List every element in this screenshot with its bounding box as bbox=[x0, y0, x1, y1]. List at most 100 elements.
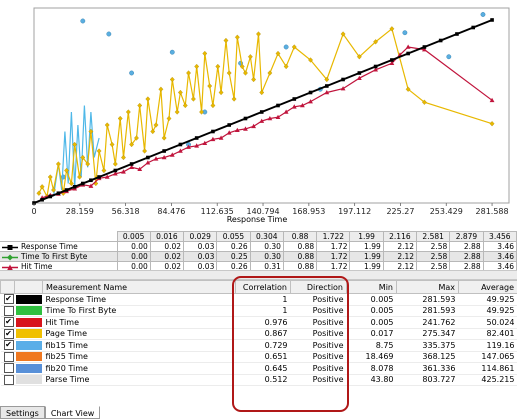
direction-value: Positive bbox=[290, 305, 347, 317]
measurement-checkbox[interactable] bbox=[3, 351, 14, 362]
data-point bbox=[324, 76, 330, 83]
measurement-row[interactable]: ✔ Response Time 1 Positive 0.005 281.593 49.92… bbox=[0, 293, 517, 306]
grid-cell: 1.99 bbox=[349, 251, 384, 262]
correlation-value: 0.512 bbox=[235, 374, 291, 386]
measurement-row[interactable]: fib20 Time 0.645 Positive 8.078 361.336 114.8… bbox=[0, 362, 517, 375]
grid-row[interactable]: Time To First Byte 0.00 0.02 0.03 0.25 0.30 0.… bbox=[0, 251, 517, 262]
grid-cell: 0.88 bbox=[282, 251, 318, 262]
data-point bbox=[129, 162, 134, 166]
data-point bbox=[104, 174, 110, 179]
series-color-swatch[interactable] bbox=[15, 294, 42, 304]
series-color-swatch[interactable] bbox=[15, 306, 42, 316]
min-header[interactable]: Min bbox=[346, 280, 397, 294]
direction-value: Positive bbox=[290, 374, 347, 386]
grid-column-header: 0.88 bbox=[282, 231, 318, 242]
data-point bbox=[137, 102, 143, 109]
measurement-row[interactable]: ✔ Page Time 0.867 Positive 0.017 275.347 82.40… bbox=[0, 328, 517, 340]
data-point bbox=[146, 155, 150, 160]
series-color-swatch[interactable] bbox=[15, 375, 42, 385]
data-point bbox=[162, 149, 166, 153]
data-point bbox=[150, 128, 156, 135]
grid-row[interactable]: Hit Time 0.00 0.02 0.03 0.26 0.31 0.88 1.72 1.99… bbox=[0, 261, 517, 272]
correlation-header[interactable]: Correlation bbox=[235, 280, 291, 294]
max-value: 281.593 bbox=[396, 305, 459, 317]
correlation-value: 0.729 bbox=[235, 339, 291, 352]
max-value: 361.336 bbox=[396, 362, 459, 375]
min-value: 0.017 bbox=[346, 328, 397, 340]
tab-settings[interactable]: Settings bbox=[0, 406, 45, 419]
data-point bbox=[308, 99, 313, 104]
grid-row[interactable]: Response Time 0.00 0.02 0.03 0.26 0.30 0.88 1.7… bbox=[0, 241, 517, 252]
data-point bbox=[51, 187, 56, 193]
data-point bbox=[158, 86, 164, 92]
series-color-swatch[interactable] bbox=[15, 317, 42, 327]
data-point bbox=[199, 109, 204, 115]
data-point bbox=[101, 167, 107, 174]
data-point bbox=[267, 70, 273, 76]
data-point bbox=[191, 96, 196, 102]
data-point bbox=[300, 103, 305, 108]
average-header[interactable]: Average bbox=[458, 280, 517, 294]
data-point bbox=[234, 34, 240, 40]
max-header[interactable]: Max bbox=[396, 280, 459, 294]
measurement-checkbox[interactable]: ✔ bbox=[3, 294, 14, 305]
series-color-swatch[interactable] bbox=[15, 363, 42, 373]
panel-splitter[interactable] bbox=[0, 270, 517, 280]
data-point bbox=[88, 183, 94, 188]
data-point bbox=[178, 142, 183, 147]
grid-cell: 0.00 bbox=[116, 241, 151, 252]
data-point bbox=[251, 76, 257, 83]
data-point bbox=[210, 102, 216, 109]
measurement-row[interactable]: fib25 Time 0.651 Positive 18.469 368.125 147.… bbox=[0, 351, 517, 363]
series-color-swatch[interactable] bbox=[15, 340, 42, 350]
measurement-row[interactable]: Time To First Byte 1 Positive 0.005 281.593 4… bbox=[0, 305, 517, 317]
measurement-checkbox-cell bbox=[0, 362, 15, 375]
data-point bbox=[373, 64, 378, 69]
measurement-name: Hit Time bbox=[42, 316, 236, 329]
check-column-header[interactable] bbox=[0, 280, 15, 294]
series-color-swatch[interactable] bbox=[15, 352, 42, 362]
data-point bbox=[202, 140, 208, 145]
data-point bbox=[72, 184, 77, 189]
data-point bbox=[64, 188, 69, 192]
data-point bbox=[405, 86, 411, 92]
data-point bbox=[186, 144, 191, 149]
data-point bbox=[405, 44, 411, 49]
series-color-swatch[interactable] bbox=[15, 329, 42, 339]
tab-chart-view[interactable]: Chart View bbox=[44, 406, 101, 419]
measurement-row[interactable]: ✔ fib15 Time 0.729 Positive 8.75 335.375 119.1… bbox=[0, 339, 517, 352]
min-value: 18.469 bbox=[346, 351, 397, 363]
direction-value: Positive bbox=[290, 316, 347, 329]
measurement-row[interactable]: Parse Time 0.512 Positive 43.80 803.727 425.2… bbox=[0, 374, 517, 386]
data-point bbox=[256, 31, 261, 37]
data-point bbox=[169, 76, 175, 83]
color-column-header[interactable] bbox=[14, 280, 43, 294]
direction-value: Positive bbox=[290, 362, 347, 375]
measurement-name: fib20 Time bbox=[42, 362, 236, 375]
direction-header[interactable]: Direction bbox=[290, 280, 347, 294]
data-point bbox=[292, 97, 297, 101]
measurement-checkbox-cell bbox=[0, 305, 15, 317]
measurement-name-header[interactable]: Measurement Name bbox=[42, 280, 236, 294]
outlier-point bbox=[283, 44, 289, 50]
data-point bbox=[129, 164, 135, 170]
data-point bbox=[438, 38, 443, 43]
measurement-checkbox[interactable] bbox=[3, 374, 14, 385]
data-point bbox=[239, 63, 245, 70]
measurement-name: Time To First Byte bbox=[42, 305, 236, 317]
measurement-row[interactable]: ✔ Hit Time 0.976 Positive 0.005 241.762 50.024 bbox=[0, 316, 517, 329]
measurement-checkbox[interactable]: ✔ bbox=[3, 328, 14, 339]
measurement-checkbox[interactable]: ✔ bbox=[3, 340, 14, 351]
measurement-checkbox[interactable]: ✔ bbox=[3, 317, 14, 328]
grid-corner bbox=[0, 231, 118, 242]
data-point bbox=[243, 116, 248, 121]
measurement-checkbox[interactable] bbox=[3, 363, 14, 374]
data-point bbox=[234, 127, 240, 132]
data-point bbox=[121, 169, 126, 174]
measurement-color-cell bbox=[14, 328, 43, 340]
correlation-value: 1 bbox=[235, 305, 291, 317]
data-point bbox=[145, 160, 151, 165]
data-point bbox=[218, 135, 224, 140]
measurement-checkbox[interactable] bbox=[3, 305, 14, 316]
data-point bbox=[231, 96, 237, 102]
